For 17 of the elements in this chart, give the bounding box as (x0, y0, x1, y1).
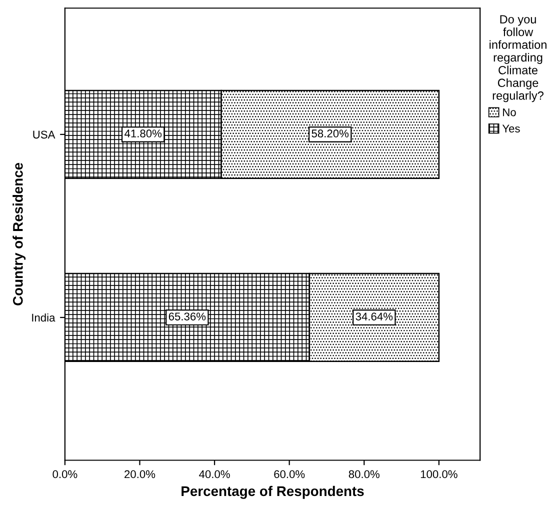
data-label: 34.64% (356, 312, 393, 320)
data-label: 58.20% (312, 130, 349, 138)
y-tick-label: USA (33, 130, 56, 139)
x-tick-label: 60.0% (274, 470, 305, 478)
y-tick-label: India (32, 313, 56, 322)
data-label: 65.36% (168, 312, 206, 320)
x-tick-label: 80.0% (348, 470, 380, 478)
x-axis-title: Percentage of Respondents (182, 486, 364, 499)
legend-title: Do you follow information regarding Climate Change regularly? (490, 15, 546, 102)
x-tick-label: 0.0% (52, 470, 78, 478)
y-axis-title: Country of Residence (12, 162, 26, 306)
x-tick-label: 100.0% (420, 470, 458, 478)
legend-label: No (503, 108, 516, 116)
data-label: 41.80% (124, 130, 162, 138)
x-tick-label: 40.0% (199, 470, 230, 478)
x-tick-label: 20.0% (124, 470, 156, 478)
legend-label: Yes (502, 124, 520, 133)
